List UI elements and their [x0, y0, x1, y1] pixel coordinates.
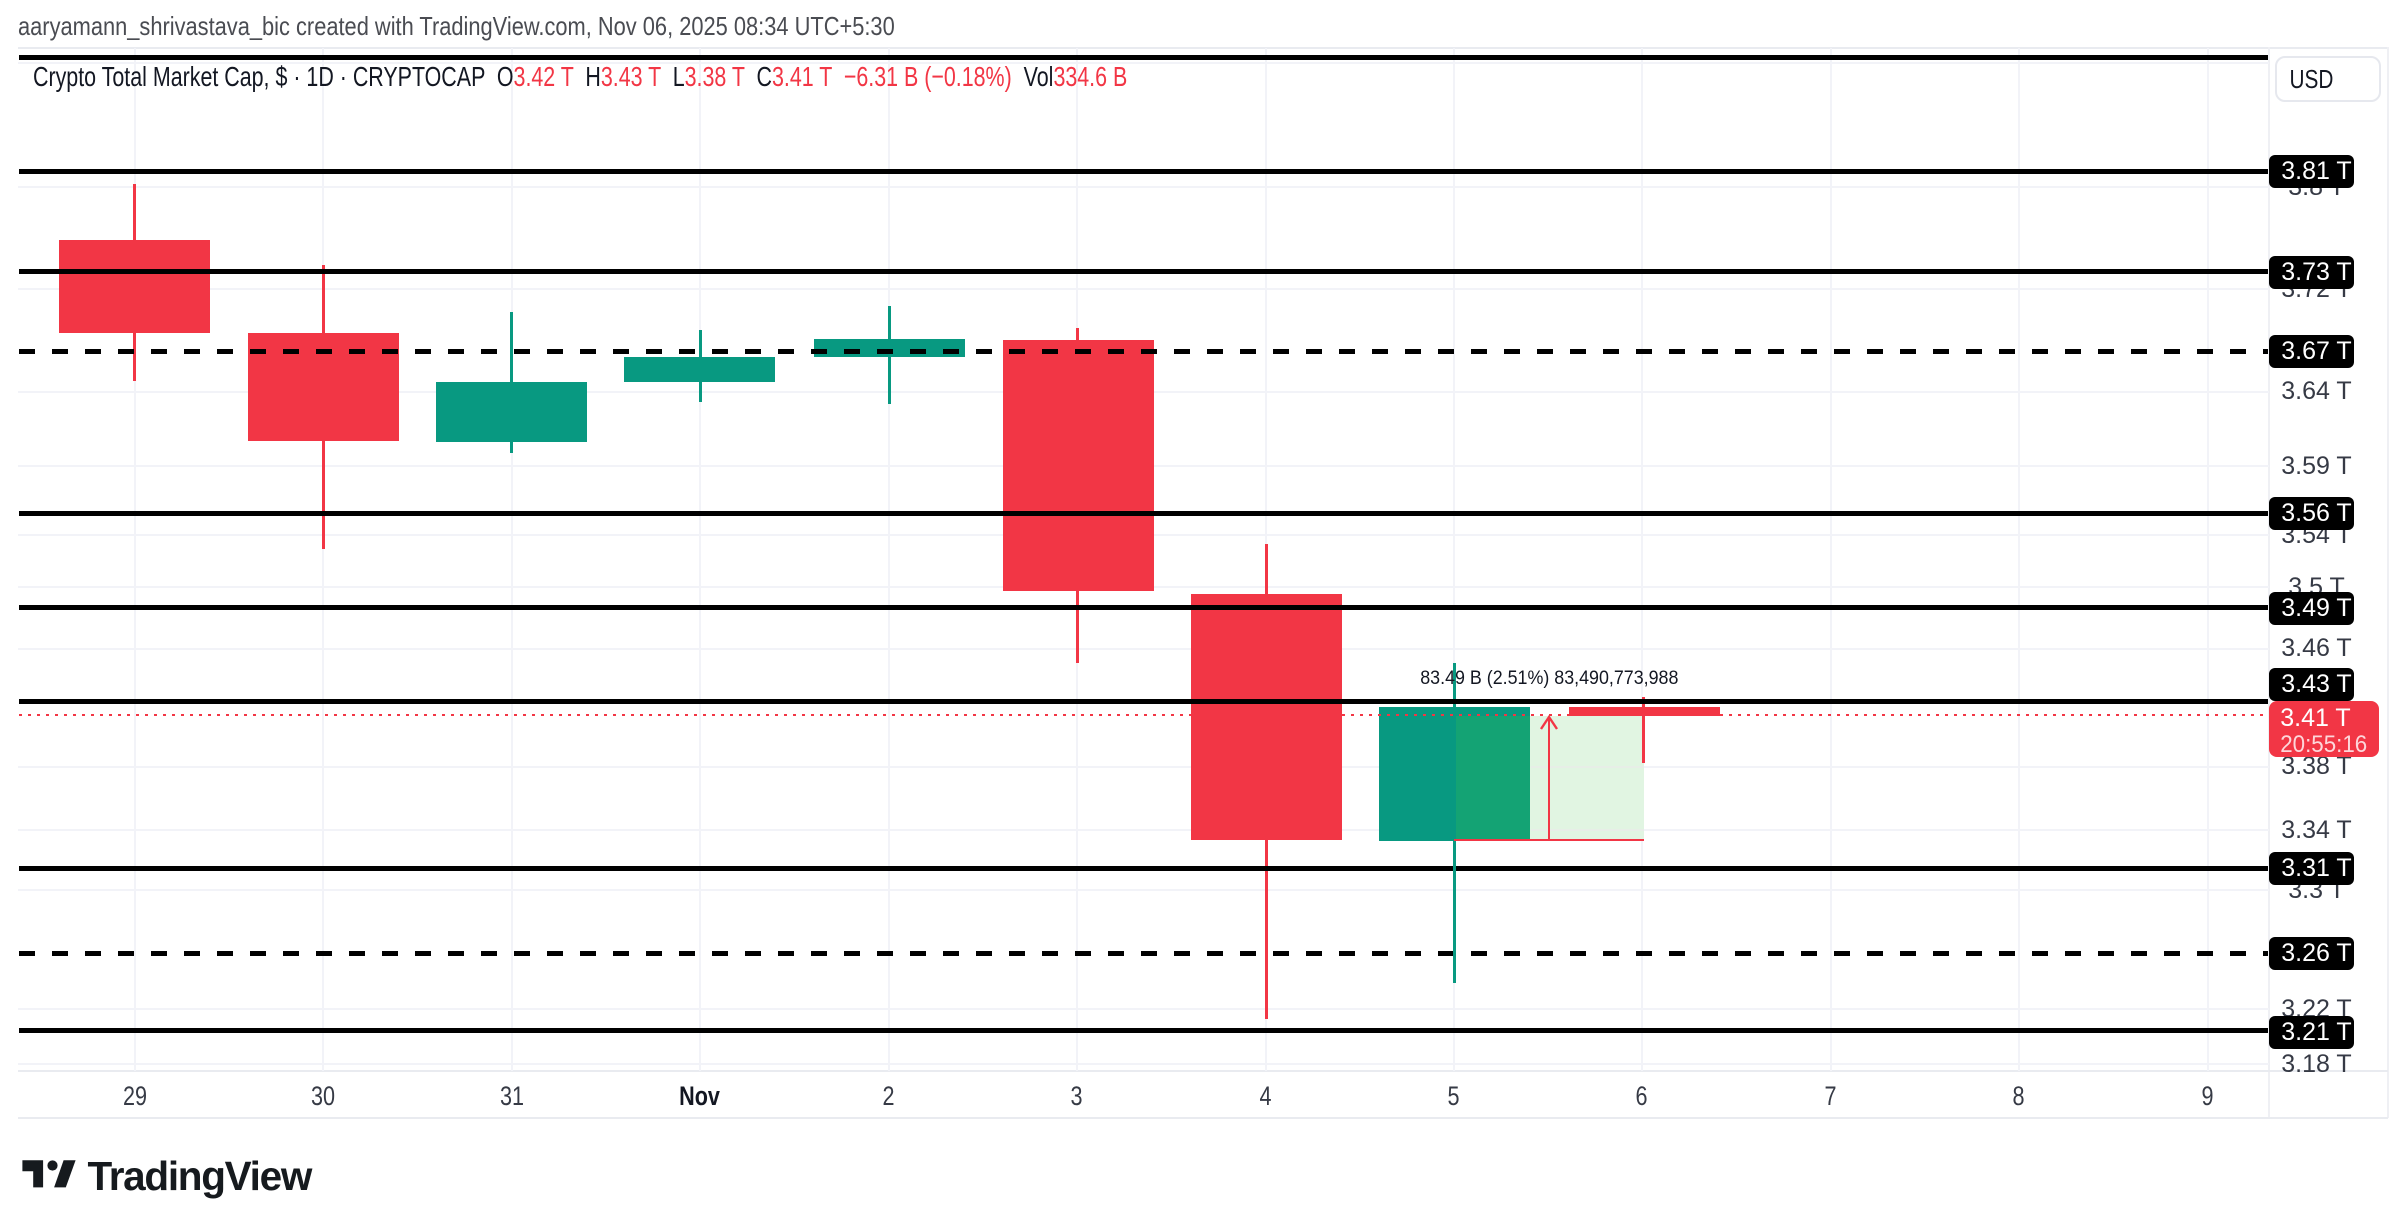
svg-text:TradingView: TradingView	[88, 1158, 313, 1199]
